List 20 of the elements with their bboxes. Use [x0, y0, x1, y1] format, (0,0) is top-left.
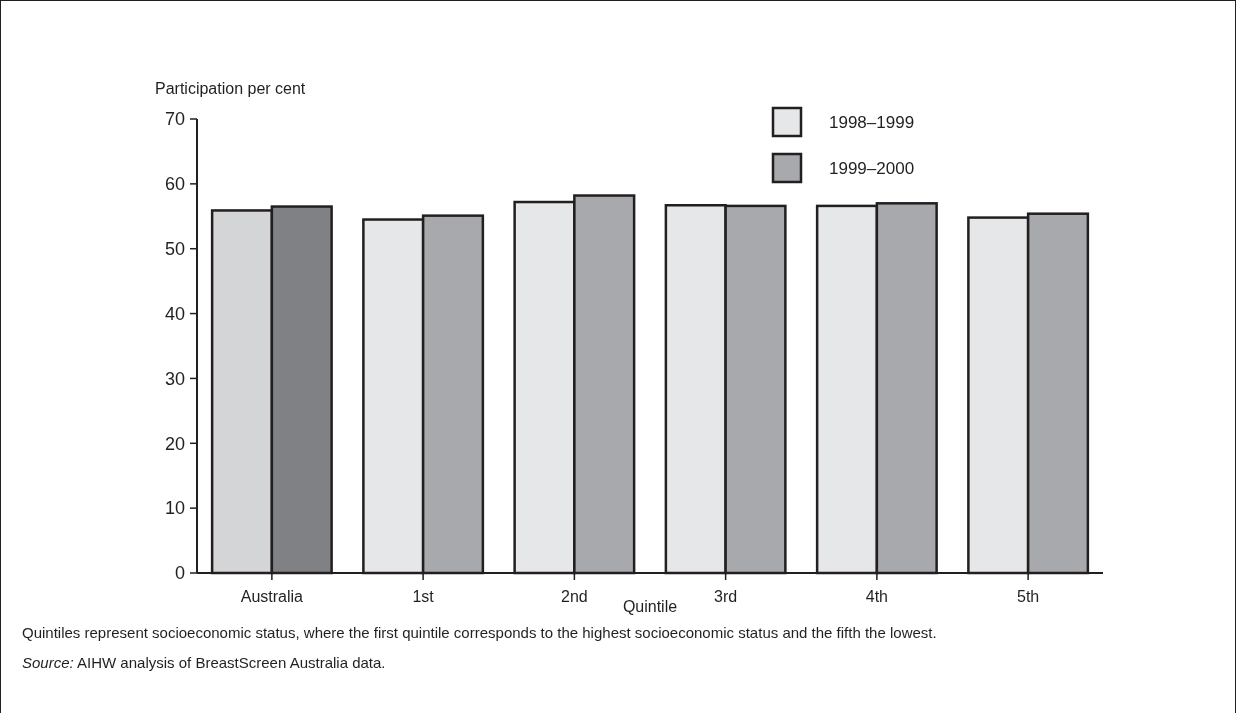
- y-tick-label: 10: [164, 498, 185, 519]
- x-axis-title: Quintile: [622, 598, 678, 615]
- y-tick-label: 50: [164, 239, 185, 260]
- x-tick-label: 4th: [865, 588, 888, 605]
- legend-label: 1998–1999: [829, 112, 915, 132]
- x-tick-label: 2nd: [561, 588, 588, 605]
- y-tick-label: 30: [164, 368, 185, 389]
- source-note: Source: AIHW analysis of BreastScreen Australia data.: [22, 654, 386, 671]
- text: Quintiles represent socioeconomic status, where the first quintile corresponds to the highest socioeconomic status and the fifth the lowest.: [22, 624, 937, 641]
- x-tick-label: Australia: [240, 588, 304, 605]
- y-tick-label: 70: [164, 109, 185, 130]
- y-tick-label: 40: [164, 303, 185, 324]
- y-tick-label: 0: [174, 563, 185, 584]
- legend-label: 1999–2000: [829, 158, 915, 178]
- x-tick-label: 5th: [1017, 588, 1040, 605]
- y-axis-title: Participation per cent: [155, 80, 306, 97]
- y-tick-label: 60: [164, 174, 185, 195]
- x-tick-label: 3rd: [714, 588, 738, 605]
- x-tick-label: 1st: [412, 588, 435, 605]
- y-tick-label: 20: [164, 433, 185, 454]
